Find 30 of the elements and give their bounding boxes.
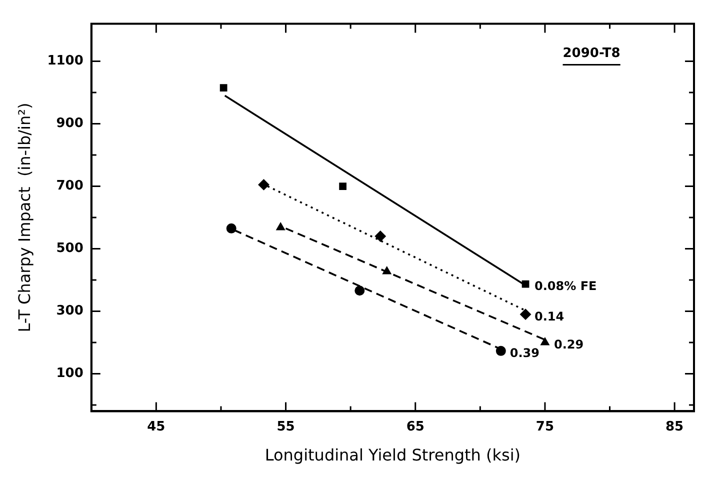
annotation: 2090-T8 xyxy=(562,46,620,62)
x-tick-label: 55 xyxy=(276,419,295,434)
point xyxy=(354,286,365,296)
x-tick-label: 75 xyxy=(536,419,554,434)
y-tick-label: 300 xyxy=(56,304,84,319)
point xyxy=(339,182,346,190)
x-tick-label: 85 xyxy=(666,419,684,434)
series-label: 0.39 xyxy=(510,346,540,360)
y-tick-label: 900 xyxy=(56,116,84,132)
x-axis-title: Longitudinal Yield Strength (ksi) xyxy=(264,446,521,465)
point xyxy=(540,337,550,346)
point xyxy=(496,346,506,356)
series-label: 0.08% FE xyxy=(534,279,597,294)
point xyxy=(220,84,228,92)
point xyxy=(258,179,270,190)
point xyxy=(226,223,236,234)
point xyxy=(520,308,532,320)
point xyxy=(382,266,392,274)
x-tick-label: 65 xyxy=(406,419,424,434)
x-tick-label: 45 xyxy=(147,419,166,434)
y-tick-label: 1100 xyxy=(47,54,84,69)
y-tick-label: 700 xyxy=(56,178,84,194)
point xyxy=(276,222,285,230)
point xyxy=(522,280,530,288)
series-label: 0.14 xyxy=(534,309,564,324)
series-label: 0.29 xyxy=(554,338,584,352)
y-tick-label: 100 xyxy=(56,366,84,382)
y-tick-label: 500 xyxy=(56,241,84,256)
y-axis-title: L-T Charpy Impact (in-lb/in²) xyxy=(14,102,34,332)
point xyxy=(374,230,386,242)
